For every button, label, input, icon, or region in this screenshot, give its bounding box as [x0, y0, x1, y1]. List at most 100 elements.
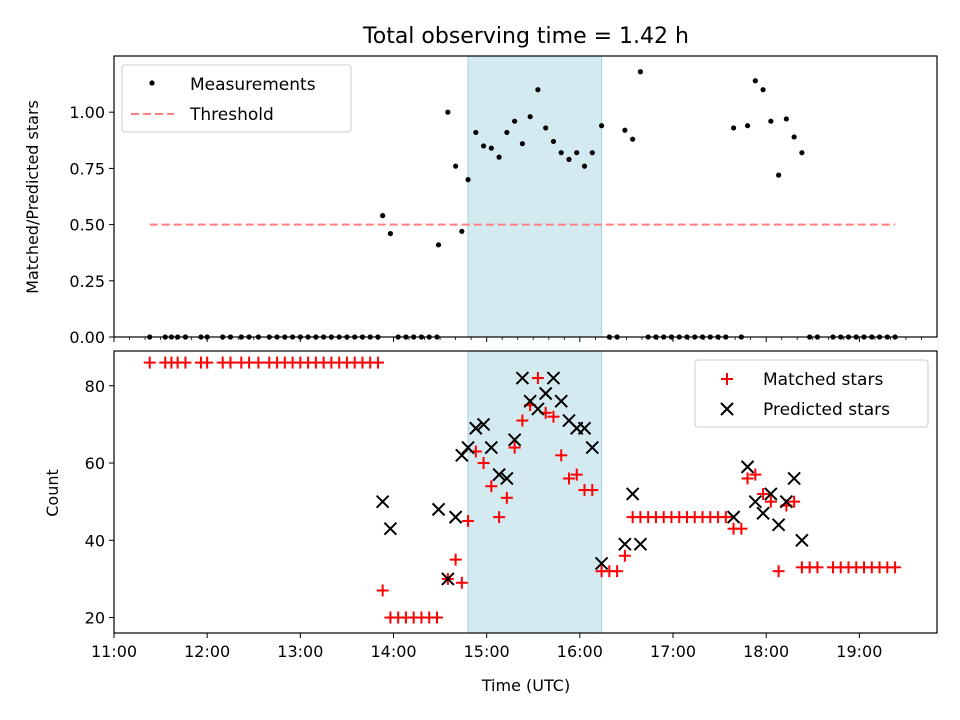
top-chart-title: Total observing time = 1.42 h — [362, 24, 689, 49]
matched-star-point — [224, 356, 237, 369]
measurement-point — [543, 125, 549, 131]
legend-matched-label: Matched stars — [763, 370, 883, 390]
measurement-point — [453, 163, 459, 169]
matched-star-point — [252, 356, 265, 369]
predicted-star-point — [625, 487, 640, 501]
top-observing-span — [467, 55, 603, 338]
measurement-point — [435, 242, 442, 248]
x-tick-label: 18:00 — [743, 642, 789, 661]
predicted-star-point — [383, 521, 398, 536]
top-legend-box — [121, 64, 352, 133]
measurement-point — [535, 87, 541, 93]
top-y-tick-label: 0.00 — [69, 328, 105, 347]
matched-star-point — [586, 484, 599, 497]
measurement-point — [519, 141, 525, 147]
predicted-star-point — [748, 494, 763, 509]
predicted-star-point — [515, 371, 530, 385]
measurement-point — [445, 109, 451, 115]
predicted-star-point — [594, 556, 609, 571]
matched-star-point — [449, 553, 462, 566]
predicted-star-point — [455, 448, 469, 463]
bottom-y-tick-label: 40 — [85, 531, 105, 550]
predicted-star-point — [461, 440, 475, 455]
top-panel: 0.00 0.25 0.50 0.75 1.00 Matched/Predicted s… — [23, 55, 938, 347]
matched-star-point — [618, 549, 631, 562]
matched-star-point — [455, 576, 468, 589]
measurement-point — [760, 87, 766, 93]
x-tick-label: 11:00 — [91, 642, 137, 661]
predicted-star-point — [375, 494, 390, 509]
predicted-star-point — [469, 421, 483, 435]
matched-star-point — [201, 356, 214, 369]
matched-star-point — [179, 356, 192, 369]
x-tick-label: 16:00 — [557, 642, 603, 661]
measurement-point — [465, 177, 471, 183]
matched-star-point — [430, 611, 443, 624]
measurement-point — [783, 116, 789, 122]
measurement-point — [574, 150, 580, 156]
x-tick-label: 14:00 — [370, 642, 416, 661]
predicted-star-point — [538, 386, 553, 401]
bottom-legend-box — [694, 359, 929, 428]
predicted-star-point — [577, 421, 592, 435]
matched-star-point — [562, 472, 575, 485]
measurement-point — [799, 150, 805, 156]
matched-star-point — [788, 495, 801, 508]
predicted-star-point — [795, 533, 809, 547]
predicted-star-point — [431, 502, 446, 517]
measurement-point — [527, 114, 533, 120]
measurement-point — [473, 129, 479, 136]
measurement-point — [768, 118, 774, 124]
measurement-point — [566, 156, 572, 163]
predicted-star-point — [787, 471, 801, 486]
measurement-point — [622, 127, 628, 133]
matched-star-point — [477, 457, 490, 470]
bottom-y-axis-label: Count — [43, 469, 62, 517]
legend-matched-marker — [721, 373, 733, 385]
measurement-point — [581, 163, 588, 169]
matched-star-point — [811, 561, 824, 574]
matched-star-point — [376, 584, 389, 597]
measurement-point — [480, 143, 487, 149]
measurement-point — [512, 118, 518, 124]
measurement-point — [488, 145, 494, 151]
matched-star-point — [772, 565, 785, 578]
bottom-y-tick-label: 60 — [85, 454, 105, 473]
legend-predicted-label: Predicted stars — [763, 400, 890, 420]
measurement-point — [558, 150, 564, 156]
measurement-point — [598, 123, 605, 129]
matched-star-point — [570, 468, 583, 481]
matched-star-point — [889, 561, 902, 574]
matched-star-point — [719, 511, 732, 524]
measurement-point — [380, 213, 386, 219]
measurement-point — [459, 228, 465, 234]
measurement-point — [776, 172, 782, 178]
matched-star-point — [508, 441, 521, 454]
predicted-star-point — [618, 537, 632, 551]
measurement-point — [730, 125, 737, 131]
predicted-star-point — [546, 371, 561, 385]
predicted-star-point — [740, 460, 755, 474]
matched-star-point — [143, 356, 156, 369]
top-y-axis-label: Matched/Predicted stars — [23, 100, 42, 294]
measurement-point — [744, 123, 751, 129]
predicted-star-point — [633, 537, 648, 551]
predicted-star-point — [726, 510, 741, 524]
matched-star-point — [462, 514, 475, 527]
matched-star-point — [516, 414, 529, 427]
top-legend: Measurements Threshold — [121, 64, 352, 133]
top-y-tick-label: 1.00 — [69, 103, 105, 122]
predicted-star-point — [779, 494, 794, 509]
bottom-y-tick-label: 80 — [85, 377, 105, 396]
x-tick-label: 13:00 — [277, 642, 323, 661]
measurement-point — [589, 150, 595, 156]
top-y-tick-label: 0.25 — [69, 272, 105, 291]
matched-star-point — [531, 372, 544, 385]
top-plot-frame — [113, 55, 938, 338]
measurement-point — [791, 134, 797, 140]
predicted-star-point — [441, 572, 455, 586]
predicted-star-point — [492, 467, 506, 482]
predicted-star-point — [476, 417, 491, 432]
